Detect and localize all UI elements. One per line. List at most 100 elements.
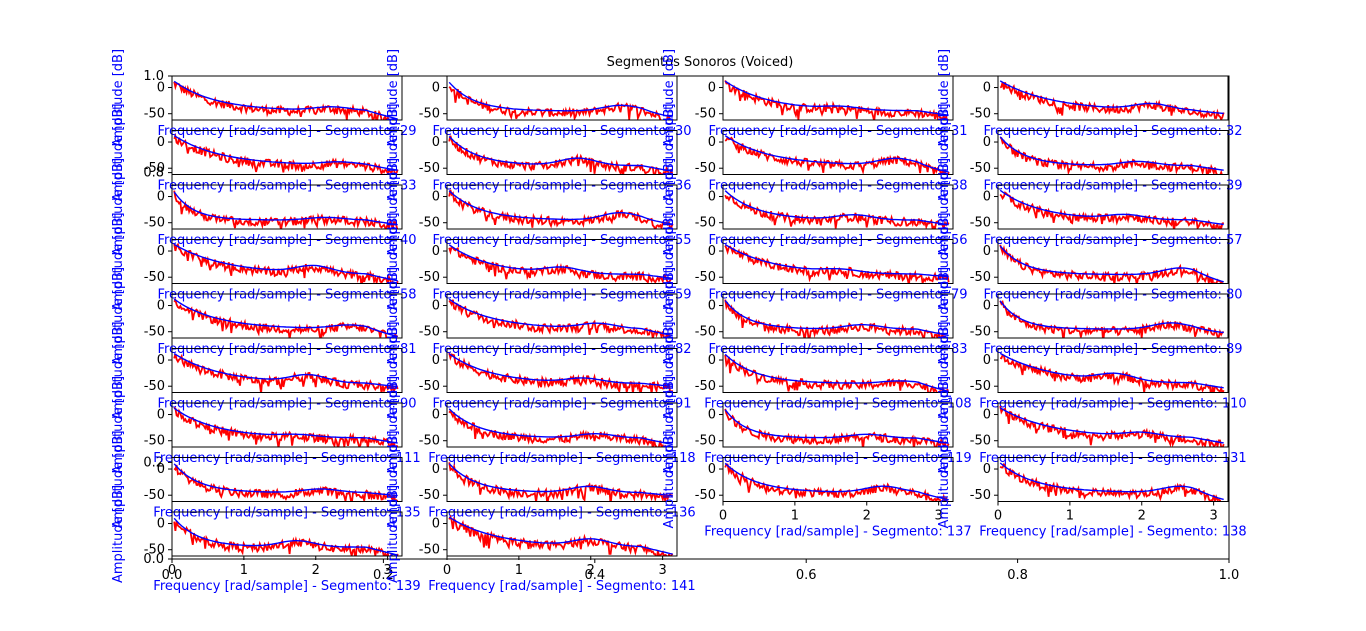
y-tick-label: -50: [970, 107, 991, 122]
chart-title: Segmentos Sonoros (Voiced): [607, 55, 794, 70]
y-tick-label: 0: [432, 135, 440, 150]
subplot-frame: [997, 402, 1229, 448]
y-tick-label: -50: [144, 270, 165, 285]
y-tick-label: 0: [983, 244, 991, 259]
y-axis-label: Amplitude [dB]: [662, 212, 677, 310]
subplot-segment-32: 0 -50 Frequency [rad/sample] - Segmento: 3…: [937, 49, 1243, 147]
overlay-x-tick-label: 1.0: [1219, 568, 1240, 583]
envelope-line-segment-58: [173, 243, 398, 282]
x-axis-label: Frequency [rad/sample] - Segmento: 131: [979, 451, 1246, 466]
subplot-frame: [171, 130, 403, 175]
envelope-line-segment-137: [724, 462, 949, 501]
y-tick-label: 0: [157, 353, 165, 368]
y-axis-label: Amplitude [dB]: [111, 376, 126, 474]
envelope-line-segment-118: [448, 408, 673, 446]
subplot-segment-131: 0 -50 Frequency [rad/sample] - Segmento: 1…: [937, 376, 1247, 474]
y-axis-label: Amplitude [dB]: [937, 376, 952, 474]
x-axis-label: Frequency [rad/sample] - Segmento: 32: [983, 124, 1242, 139]
spectrum-line-segment-30: [448, 86, 674, 120]
spectrum-line-segment-138: [999, 462, 1222, 502]
y-tick-label: -50: [419, 216, 440, 231]
y-tick-label: -50: [970, 379, 991, 394]
subplot-frame: [171, 184, 403, 230]
subplot-segment-31: 0 -50 Frequency [rad/sample] - Segmento: 3…: [662, 49, 968, 147]
spectrum-line-segment-56: [724, 194, 950, 229]
y-tick-label: -50: [970, 434, 991, 449]
x-axis-label: Frequency [rad/sample] - Segmento: 33: [157, 179, 416, 194]
subplot-segment-118: 0 -50 Frequency [rad/sample] - Segmento: 1…: [386, 376, 696, 474]
y-tick-label: 0: [708, 408, 716, 423]
y-tick-label: -50: [419, 379, 440, 394]
subplot-frame: [722, 75, 954, 121]
y-axis-label: Amplitude [dB]: [111, 267, 126, 365]
x-axis-label: Frequency [rad/sample] - Segmento: 138: [979, 525, 1246, 540]
y-axis-label: Amplitude [dB]: [111, 485, 126, 583]
spectrum-line-segment-40: [173, 190, 399, 229]
spectrum-line-segment-80: [999, 244, 1224, 284]
subplot-frame: [446, 348, 678, 393]
x-axis-label: Frequency [rad/sample] - Segmento: 118: [428, 451, 695, 466]
overlay-x-tick-label: 0.2: [373, 568, 394, 583]
y-axis-label: Amplitude [dB]: [111, 212, 126, 310]
subplot-segment-33: 0 -50 Frequency [rad/sample] - Segmento: 3…: [111, 103, 417, 201]
y-axis-label: Amplitude [dB]: [662, 103, 677, 201]
y-tick-label: -50: [419, 270, 440, 285]
subplot-frame: [446, 402, 678, 448]
spectrum-line-segment-131: [999, 405, 1225, 447]
y-tick-label: 0: [157, 190, 165, 205]
x-tick-label: 3: [383, 563, 391, 578]
x-tick-label: 3: [1209, 509, 1217, 524]
y-axis-label: Amplitude [dB]: [386, 49, 401, 147]
spectrum-line-segment-110: [999, 353, 1225, 393]
y-tick-label: 0: [983, 408, 991, 423]
subplot-frame: [171, 511, 403, 557]
subplot-segment-119: 0 -50 Frequency [rad/sample] - Segmento: 1…: [662, 376, 972, 474]
y-tick-label: -50: [419, 488, 440, 503]
y-tick-label: -50: [695, 488, 716, 503]
envelope-line-segment-56: [724, 190, 949, 226]
y-axis-label: Amplitude [dB]: [662, 376, 677, 474]
x-tick-label: 2: [312, 563, 320, 578]
envelope-line-segment-83: [724, 300, 949, 337]
subplot-segment-30: 0 -50 Frequency [rad/sample] - Segmento: 3…: [386, 49, 692, 147]
subplot-frame: [171, 348, 403, 393]
spectrum-line-segment-36: [448, 135, 674, 175]
x-axis-label: Frequency [rad/sample] - Segmento: 38: [708, 179, 967, 194]
y-tick-label: -50: [695, 107, 716, 122]
subplot-frame: [997, 239, 1229, 284]
y-tick-label: -50: [695, 379, 716, 394]
subplot-segment-38: 0 -50 Frequency [rad/sample] - Segmento: 3…: [662, 103, 968, 201]
y-tick-label: -50: [144, 379, 165, 394]
x-axis-label: Frequency [rad/sample] - Segmento: 139: [153, 579, 420, 594]
y-axis-label: Amplitude [dB]: [937, 49, 952, 147]
y-tick-label: 0: [432, 244, 440, 259]
subplot-segment-91: 0 -50 Frequency [rad/sample] - Segmento: 9…: [386, 321, 692, 419]
x-axis-label: Frequency [rad/sample] - Segmento: 56: [708, 233, 967, 248]
y-tick-label: 0: [157, 81, 165, 96]
y-tick-label: 0: [432, 81, 440, 96]
envelope-line-segment-79: [724, 243, 949, 278]
y-tick-label: -50: [970, 270, 991, 285]
x-axis-label: Frequency [rad/sample] - Segmento: 81: [157, 342, 416, 357]
y-tick-label: -50: [144, 107, 165, 122]
spectrum-line-segment-135: [173, 464, 399, 502]
y-tick-label: 0: [983, 462, 991, 477]
y-axis-label: Amplitude [dB]: [386, 267, 401, 365]
envelope-line-segment-30: [448, 81, 673, 118]
y-axis-label: Amplitude [dB]: [662, 430, 677, 528]
subplot-frame: [446, 239, 678, 284]
subplot-segment-55: 0 -50 Frequency [rad/sample] - Segmento: 5…: [386, 158, 692, 256]
envelope-line-segment-55: [448, 190, 673, 225]
x-axis-label: Frequency [rad/sample] - Segmento: 110: [979, 397, 1246, 412]
spectrum-line-segment-31: [724, 80, 950, 120]
y-axis-label: Amplitude [dB]: [662, 267, 677, 365]
y-tick-label: 0: [983, 135, 991, 150]
y-tick-label: -50: [695, 434, 716, 449]
x-axis-label: Frequency [rad/sample] - Segmento: 36: [432, 179, 691, 194]
subplot-frame: [997, 130, 1229, 175]
y-axis-label: Amplitude [dB]: [111, 321, 126, 419]
